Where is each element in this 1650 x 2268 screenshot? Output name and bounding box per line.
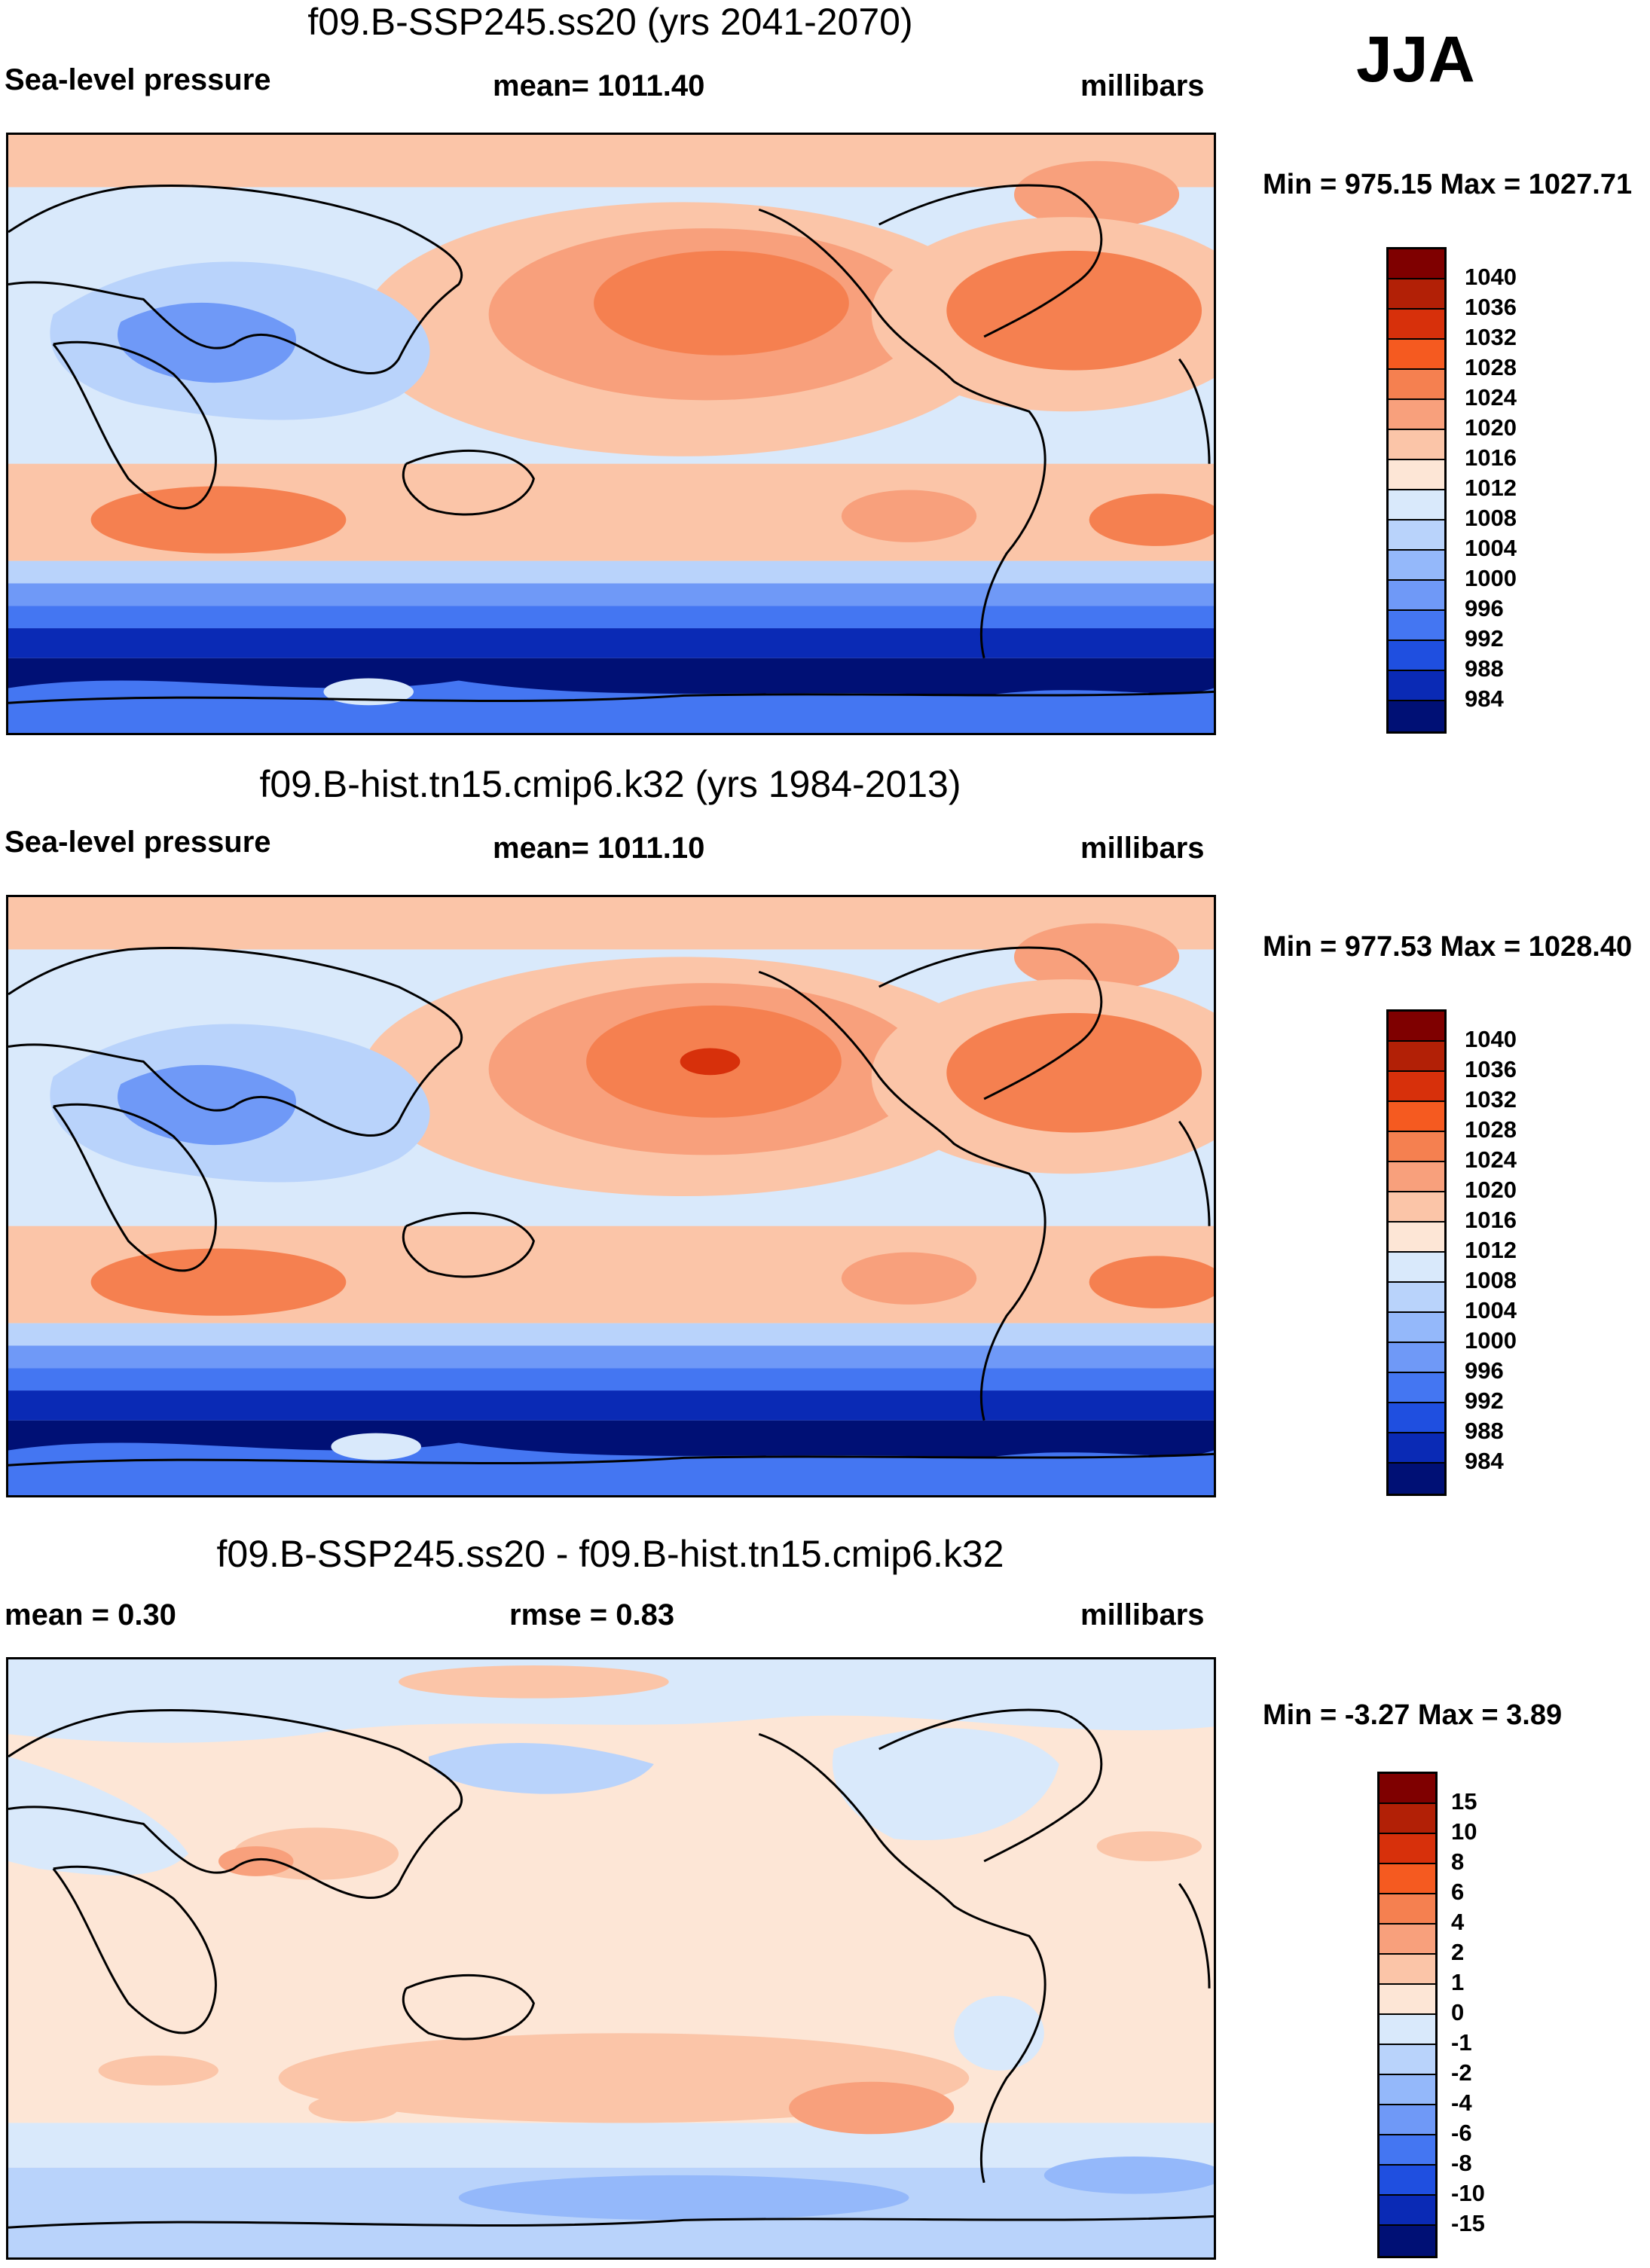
colorbar-tick-label: 996 [1465, 595, 1504, 621]
azores-high-core [946, 250, 1202, 371]
south-indian-high [90, 486, 347, 554]
colorbar-tick-label: 8 [1451, 1848, 1465, 1875]
colorbar-tick-label: 1008 [1465, 1267, 1517, 1293]
colorbar-tick-label: 10 [1451, 1818, 1477, 1845]
north-pacific-high-core [594, 250, 849, 356]
colorbar-tick-label: -10 [1451, 2180, 1485, 2206]
colorbar-tick-label: 1000 [1465, 565, 1517, 591]
colorbar-tick-label: 1012 [1465, 1237, 1517, 1263]
panel-1-variable-label: Sea-level pressure [5, 63, 271, 96]
panel-1-minmax: Min = 975.15 Max = 1027.71 [1263, 169, 1633, 200]
colorbar-tick-label: 1016 [1465, 444, 1517, 471]
colorbar-tick-label: 1028 [1465, 354, 1517, 380]
colorbar-tick-label: 988 [1465, 1418, 1504, 1444]
panel-1-mean-label: mean= 1011.40 [493, 69, 705, 102]
season-label: JJA [1356, 23, 1475, 96]
south-atlantic-high [1089, 493, 1214, 546]
colorbar-tick-label: 1000 [1465, 1327, 1517, 1354]
colorbar-tick-label: 1020 [1465, 1177, 1517, 1203]
panel-1-title: f09.B-SSP245.ss20 (yrs 2041-2070) [307, 1, 913, 43]
panel-3-units-label: millibars [1080, 1598, 1205, 1632]
colorbar-tick-label: -15 [1451, 2210, 1485, 2236]
panel-2-minmax: Min = 977.53 Max = 1028.40 [1263, 931, 1633, 963]
asian-low-core [118, 302, 297, 383]
panel-3-minmax: Min = -3.27 Max = 3.89 [1263, 1699, 1563, 1731]
north-pacific-high-peak [680, 1048, 741, 1076]
antarctic-coast-zone [8, 680, 1214, 733]
panel-2-mean-label: mean= 1011.10 [493, 832, 705, 865]
colorbar-tick-label: 6 [1451, 1879, 1465, 1905]
colorbar-tick-label: 1040 [1465, 264, 1517, 290]
colorbar-tick-label: 1024 [1465, 384, 1517, 411]
colorbar-tick-label: 1036 [1465, 1056, 1517, 1082]
panel-1-units-label: millibars [1080, 69, 1205, 102]
panel-2-units-label: millibars [1080, 832, 1205, 865]
colorbar-tick-label: -4 [1451, 2089, 1472, 2116]
south-pacific-high [841, 490, 977, 542]
colorbar-tick-label: -2 [1451, 2059, 1472, 2086]
panel-2-variable-label: Sea-level pressure [5, 826, 271, 859]
colorbar-tick-label: 15 [1451, 1788, 1477, 1815]
panel-1-map [6, 133, 1216, 735]
panel-3-rmse-label: rmse = 0.83 [509, 1598, 675, 1632]
colorbar-tick-label: 1036 [1465, 294, 1517, 320]
colorbar-tick-label: 984 [1465, 685, 1504, 712]
colorbar-tick-label: 1008 [1465, 505, 1517, 531]
colorbar-tick-label: -8 [1451, 2150, 1472, 2176]
colorbar-tick-label: 0 [1451, 1999, 1465, 2025]
panel-3-map [6, 1657, 1216, 2260]
panel-2-map-svg [8, 897, 1214, 1495]
colorbar-tick-label: 1020 [1465, 414, 1517, 441]
colorbar-tick-label: 992 [1465, 625, 1504, 652]
arctic-high-band [8, 135, 1214, 188]
colorbar-tick-label: 984 [1465, 1448, 1504, 1474]
colorbar-tick-label: 1 [1451, 1969, 1465, 1995]
coastlines [8, 946, 1214, 1467]
colorbar-tick-label: 1040 [1465, 1026, 1517, 1052]
coastlines [8, 184, 1214, 704]
colorbar-tick-label: 1032 [1465, 324, 1517, 350]
colorbar-tick-label: 1004 [1465, 1297, 1517, 1323]
panel-3-title: f09.B-SSP245.ss20 - f09.B-hist.tn15.cmip… [216, 1533, 1004, 1575]
panel-1-colorbar [1386, 247, 1447, 734]
colorbar-tick-label: -6 [1451, 2120, 1472, 2146]
colorbar-tick-label: -1 [1451, 2029, 1472, 2056]
greenland-high [1013, 160, 1180, 229]
colorbar-tick-label: 2 [1451, 1939, 1465, 1965]
colorbar-tick-label: 1004 [1465, 535, 1517, 561]
colorbar-tick-label: 1028 [1465, 1116, 1517, 1143]
panel-2-map [6, 895, 1216, 1497]
panel-1-map-svg [8, 135, 1214, 733]
coastlines [8, 1708, 1214, 2229]
panel-3-map-svg [8, 1659, 1214, 2257]
colorbar-tick-label: 1024 [1465, 1146, 1517, 1173]
panel-2-title: f09.B-hist.tn15.cmip6.k32 (yrs 1984-2013… [259, 763, 961, 805]
panel-3-colorbar [1377, 1772, 1438, 2258]
colorbar-tick-label: 1016 [1465, 1207, 1517, 1233]
panel-2-colorbar [1386, 1009, 1447, 1496]
colorbar-tick-label: 1032 [1465, 1086, 1517, 1113]
panel-3-mean-label: mean = 0.30 [5, 1598, 176, 1632]
colorbar-tick-label: 1012 [1465, 475, 1517, 501]
colorbar-tick-label: 988 [1465, 655, 1504, 682]
colorbar-tick-label: 4 [1451, 1909, 1465, 1935]
colorbar-tick-label: 996 [1465, 1357, 1504, 1384]
colorbar-tick-label: 992 [1465, 1387, 1504, 1414]
